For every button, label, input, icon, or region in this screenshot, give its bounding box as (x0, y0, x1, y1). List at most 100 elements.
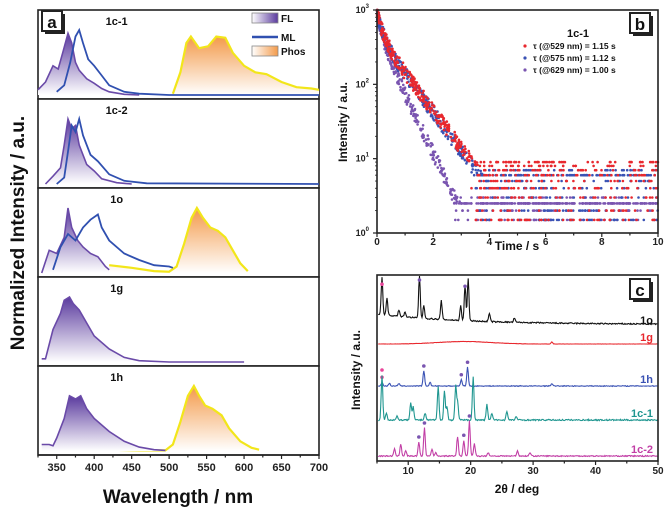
data-point (484, 209, 488, 212)
data-point (518, 168, 521, 172)
data-point (534, 186, 537, 190)
data-point (470, 157, 474, 160)
data-point (406, 100, 410, 104)
data-point (449, 135, 453, 139)
x-tick-label: 700 (310, 462, 328, 474)
data-point (476, 163, 479, 167)
data-point (649, 186, 652, 190)
data-point (510, 186, 513, 190)
data-point (597, 209, 601, 212)
data-point (454, 198, 458, 201)
data-point (386, 43, 390, 47)
data-point (519, 173, 523, 177)
data-point (491, 173, 494, 177)
x-tick-label: 4 (487, 237, 493, 248)
x-tick-label: 350 (48, 462, 66, 474)
data-point (654, 202, 657, 205)
data-point (622, 168, 625, 172)
data-point (435, 110, 438, 114)
legend-label-ml: ML (281, 33, 295, 44)
data-point (626, 186, 630, 190)
panel-c-label-box: c (629, 278, 653, 302)
data-point (646, 173, 650, 177)
data-point (421, 124, 425, 127)
data-point (507, 179, 510, 183)
data-point (463, 158, 467, 162)
legend-marker (523, 44, 527, 48)
data-point (549, 202, 552, 205)
data-point (528, 202, 531, 205)
data-point (422, 97, 426, 101)
data-point (401, 87, 405, 90)
ml-line (52, 213, 174, 271)
panel-b-legend: τ (@529 nm) = 1.15 s τ (@575 nm) = 1.12 s… (523, 41, 616, 75)
data-point (430, 153, 434, 157)
data-point (508, 209, 512, 212)
data-point (473, 161, 477, 164)
data-point (495, 173, 498, 177)
data-point (589, 218, 593, 222)
data-point (457, 145, 460, 149)
data-point (614, 168, 617, 172)
data-point (596, 196, 600, 199)
data-point (409, 102, 413, 106)
data-point (401, 65, 405, 69)
data-point (585, 186, 589, 190)
data-point (570, 209, 573, 212)
data-point (524, 168, 528, 172)
data-point (558, 209, 561, 212)
data-point (561, 218, 565, 222)
data-point (581, 186, 584, 190)
data-point (474, 168, 478, 172)
data-point (621, 202, 625, 205)
data-point (514, 179, 518, 183)
data-point (489, 160, 492, 164)
data-point (592, 179, 595, 183)
data-point (478, 179, 481, 183)
ml-line (56, 27, 319, 96)
data-point (651, 168, 655, 172)
data-point (462, 150, 466, 153)
data-point (586, 173, 589, 177)
subpanel-label: 1c-2 (106, 105, 128, 117)
legend-label: τ (@629 nm) = 1.00 s (533, 65, 616, 75)
data-point (576, 168, 580, 172)
data-point (654, 186, 658, 190)
data-point (505, 164, 508, 168)
data-point (616, 218, 619, 222)
data-point (538, 186, 541, 190)
pattern-1c-1: 1c-1 (378, 368, 658, 422)
data-point (477, 168, 480, 172)
data-point (388, 43, 392, 47)
data-point (437, 124, 440, 128)
data-point (476, 173, 480, 177)
data-point (606, 179, 610, 183)
data-point (650, 179, 653, 183)
data-point (475, 202, 478, 205)
data-point (561, 209, 565, 212)
data-point (414, 83, 418, 86)
data-point (592, 164, 595, 168)
pattern-line (377, 366, 658, 388)
data-point (610, 186, 613, 190)
data-point (399, 67, 402, 70)
pattern-1c-2: 1c-2 (378, 414, 658, 458)
data-point (538, 202, 542, 205)
data-point (639, 202, 643, 205)
data-point (483, 209, 486, 212)
data-point (606, 168, 609, 172)
data-point (464, 147, 467, 151)
data-point (417, 95, 420, 99)
data-point (542, 173, 546, 177)
data-point (488, 186, 492, 190)
data-point (441, 114, 444, 118)
data-point (521, 179, 524, 183)
data-point (621, 186, 624, 190)
data-point (611, 209, 615, 212)
data-point (524, 186, 527, 190)
panel-b: 100 101 102 103 0 2 4 6 8 10 Time / s Intensity /… (336, 4, 664, 253)
data-point (417, 84, 421, 87)
data-point (640, 168, 643, 172)
data-point (517, 160, 521, 164)
data-point (396, 65, 399, 69)
